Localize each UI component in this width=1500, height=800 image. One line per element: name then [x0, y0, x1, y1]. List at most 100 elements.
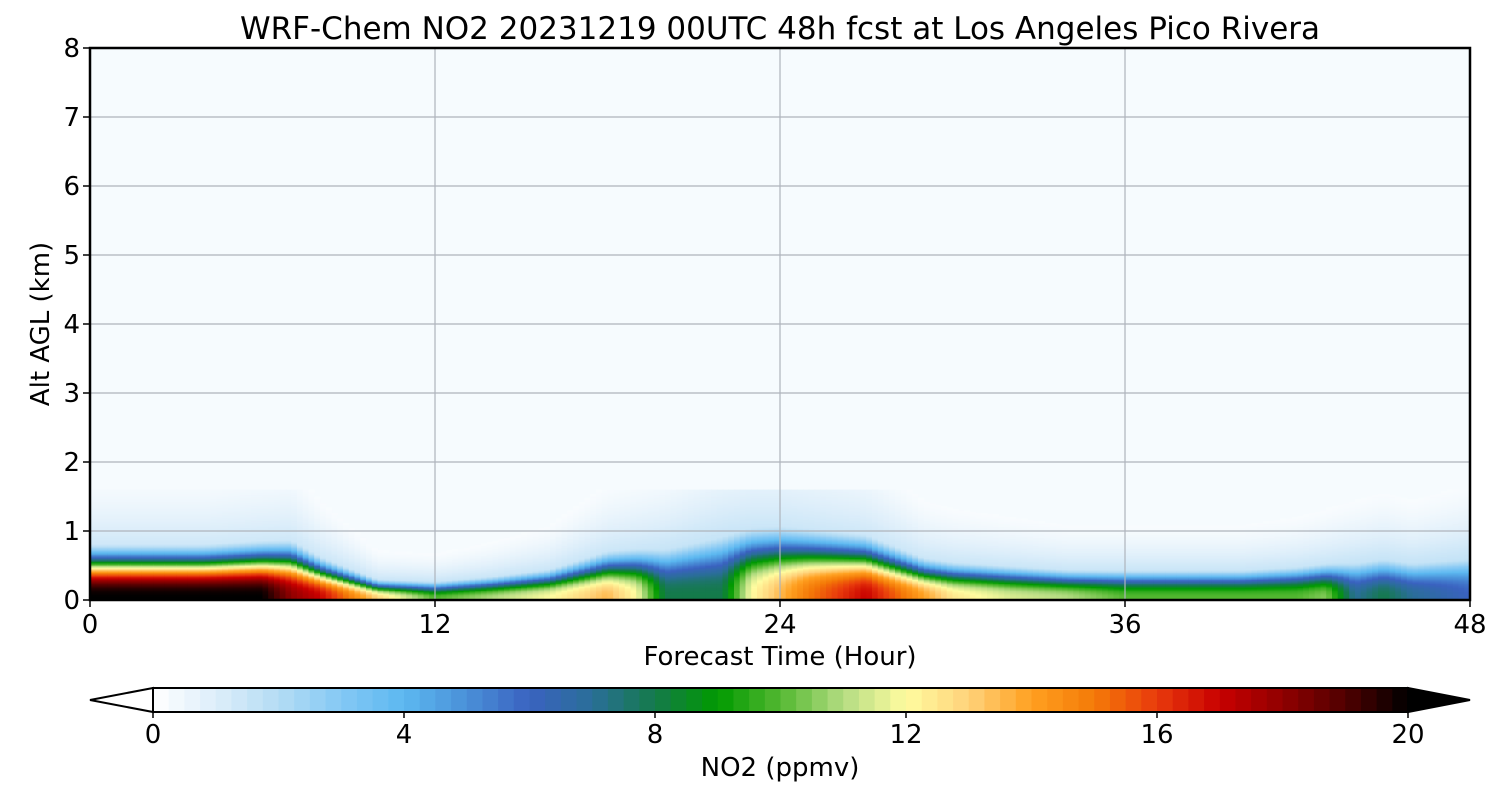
colorbar-segment — [953, 688, 970, 712]
colorbar-segment — [168, 688, 185, 712]
colorbar-segment — [184, 688, 201, 712]
colorbar-segment — [764, 688, 781, 712]
colorbar-segment — [200, 688, 217, 712]
y-tick-label-5: 5 — [63, 241, 80, 271]
colorbar-segment — [1172, 688, 1189, 712]
colorbar-segment — [1235, 688, 1252, 712]
colorbar-segment — [780, 688, 797, 712]
colorbar-segment — [984, 688, 1001, 712]
colorbar-segment — [388, 688, 405, 712]
colorbar-segment — [1219, 688, 1236, 712]
colorbar-segment — [827, 688, 844, 712]
colorbar-segment — [529, 688, 546, 712]
colorbar-segment — [796, 688, 813, 712]
colorbar-segment — [749, 688, 766, 712]
colorbar-segment — [1031, 688, 1048, 712]
colorbar-segment — [1204, 688, 1221, 712]
colorbar-segment — [1251, 688, 1268, 712]
colorbar-segment — [153, 688, 170, 712]
colorbar-ticks: 0 4 8 12 16 20 — [145, 712, 1425, 750]
colorbar-segment — [513, 688, 530, 712]
colorbar-tick-label-16: 16 — [1140, 720, 1173, 750]
colorbar-segment — [356, 688, 374, 712]
colorbar-segment — [686, 688, 703, 712]
y-tick-label-3: 3 — [63, 379, 80, 409]
y-tick-label-4: 4 — [63, 310, 80, 340]
colorbar — [89, 686, 1471, 714]
colorbar-segment — [670, 688, 687, 712]
colorbar-tick-label-8: 8 — [647, 720, 664, 750]
colorbar-segment — [419, 688, 436, 712]
colorbar-segment — [1329, 688, 1346, 712]
y-tick-label-6: 6 — [63, 172, 80, 202]
colorbar-segment — [482, 688, 499, 712]
colorbar-segment — [1376, 688, 1393, 712]
colorbar-segment — [702, 688, 719, 712]
colorbar-segment — [717, 688, 734, 712]
colorbar-segment — [1000, 688, 1017, 712]
colorbar-segment — [1298, 688, 1315, 712]
colorbar-segment — [921, 688, 938, 712]
colorbar-segment — [560, 688, 578, 712]
colorbar-segment — [733, 688, 750, 712]
colorbar-segment — [278, 688, 295, 712]
x-tick-label-24: 24 — [763, 610, 796, 640]
colorbar-segment — [1313, 688, 1331, 712]
colorbar-segment — [435, 688, 452, 712]
colorbar-segment — [607, 688, 625, 712]
y-tick-label-0: 0 — [63, 586, 80, 616]
colorbar-segment — [576, 688, 593, 712]
colorbar-segment — [968, 688, 985, 712]
colorbar-segment — [262, 688, 279, 712]
colorbar-segment — [325, 688, 342, 712]
x-tick-label-0: 0 — [82, 610, 99, 640]
colorbar-segment — [404, 688, 421, 712]
colorbar-segment — [811, 688, 829, 712]
colorbar-frame — [152, 687, 1409, 713]
y-axis-label: Alt AGL (km) — [26, 242, 56, 406]
x-axis-ticks: 0 12 24 36 48 — [82, 600, 1487, 640]
colorbar-label: NO2 (ppmv) — [701, 753, 860, 783]
colorbar-segment — [294, 688, 311, 712]
x-axis-label: Forecast Time (Hour) — [643, 642, 916, 672]
colorbar-segment — [1109, 688, 1127, 712]
colorbar-tick-label-4: 4 — [396, 720, 413, 750]
colorbar-segment — [843, 688, 860, 712]
colorbar-segment — [937, 688, 954, 712]
colorbar-segment — [1141, 688, 1158, 712]
colorbar-segment — [372, 688, 389, 712]
y-tick-label-1: 1 — [63, 517, 80, 547]
colorbar-segment — [639, 688, 656, 712]
colorbar-segment — [1094, 688, 1111, 712]
x-tick-label-36: 36 — [1108, 610, 1141, 640]
colorbar-segment — [498, 688, 515, 712]
y-axis-ticks: 0 1 2 3 4 5 6 7 8 — [63, 34, 90, 616]
colorbar-segment — [858, 688, 876, 712]
colorbar-segment — [1062, 688, 1080, 712]
colorbar-segment — [623, 688, 640, 712]
colorbar-segment — [215, 688, 232, 712]
colorbar-tick-label-12: 12 — [889, 720, 922, 750]
colorbar-segment — [309, 688, 327, 712]
colorbar-segment — [1157, 688, 1174, 712]
y-tick-label-2: 2 — [63, 448, 80, 478]
colorbar-tick-label-0: 0 — [145, 720, 162, 750]
y-tick-label-7: 7 — [63, 103, 80, 133]
colorbar-segment — [1266, 688, 1283, 712]
y-tick-label-8: 8 — [63, 34, 80, 64]
colorbar-segment — [1125, 688, 1142, 712]
colorbar-under-extend — [89, 686, 154, 714]
x-tick-label-48: 48 — [1453, 610, 1486, 640]
colorbar-segment — [451, 688, 468, 712]
colorbar-segment — [906, 688, 923, 712]
colorbar-segment — [874, 688, 891, 712]
colorbar-segment — [1047, 688, 1064, 712]
x-tick-label-12: 12 — [418, 610, 451, 640]
colorbar-segment — [247, 688, 264, 712]
colorbar-tick-label-20: 20 — [1391, 720, 1424, 750]
colorbar-segment — [545, 688, 562, 712]
colorbar-over-extend — [1407, 686, 1471, 714]
colorbar-segment — [231, 688, 248, 712]
colorbar-segment — [592, 688, 609, 712]
